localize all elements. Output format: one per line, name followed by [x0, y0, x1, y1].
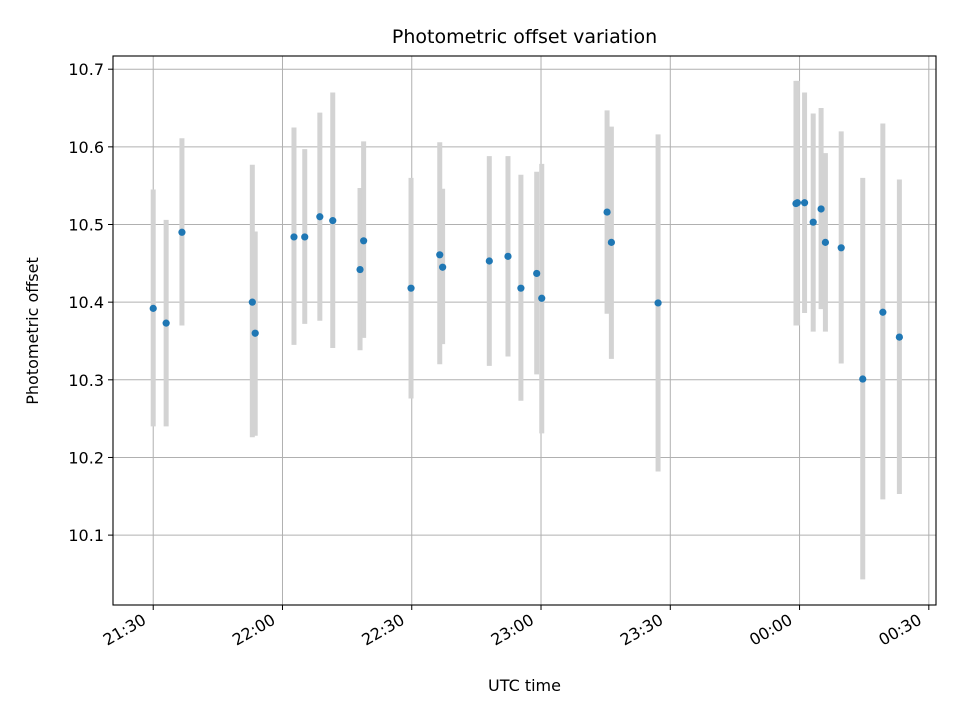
data-point: [436, 251, 444, 259]
y-tick-label: 10.2: [68, 448, 104, 467]
y-axis-ticks: 10.1 10.2 10.3 10.4 10.5 10.6 10.7: [68, 60, 113, 545]
data-point: [356, 265, 364, 274]
data-point: [251, 329, 259, 337]
data-point: [439, 263, 447, 271]
data-point: [290, 233, 298, 241]
x-axis-title: UTC time: [488, 676, 561, 695]
data-point: [800, 199, 809, 207]
data-point: [178, 228, 186, 236]
data-point: [821, 238, 830, 246]
data-point: [329, 217, 337, 225]
data-point: [817, 205, 825, 213]
data-point: [538, 294, 546, 302]
data-point: [485, 257, 493, 265]
data-point: [517, 284, 525, 292]
data-point: [859, 375, 867, 383]
data-point: [301, 233, 309, 241]
data-point: [162, 319, 170, 327]
data-point: [504, 252, 512, 260]
chart-title: Photometric offset variation: [392, 26, 657, 48]
data-point: [607, 238, 615, 246]
plot-frame: [112, 55, 937, 606]
y-axis-title: Photometric offset: [23, 257, 42, 405]
y-tick-label: 10.7: [68, 60, 104, 79]
data-point: [879, 308, 887, 316]
data-points: [149, 199, 903, 383]
data-point: [895, 333, 903, 341]
data-point: [793, 199, 801, 207]
data-point: [248, 298, 256, 306]
data-point: [360, 237, 368, 245]
y-tick-label: 10.5: [68, 216, 104, 235]
y-tick-label: 10.4: [68, 293, 104, 312]
data-point: [407, 284, 415, 292]
data-point: [149, 304, 157, 312]
data-point: [809, 218, 817, 226]
y-tick-label: 10.1: [68, 526, 104, 545]
data-point: [316, 213, 324, 221]
y-tick-label: 10.3: [68, 371, 104, 390]
data-point: [533, 269, 541, 278]
data-point: [603, 208, 611, 216]
data-point: [837, 244, 845, 252]
data-point: [654, 299, 662, 307]
y-tick-label: 10.6: [68, 138, 104, 157]
